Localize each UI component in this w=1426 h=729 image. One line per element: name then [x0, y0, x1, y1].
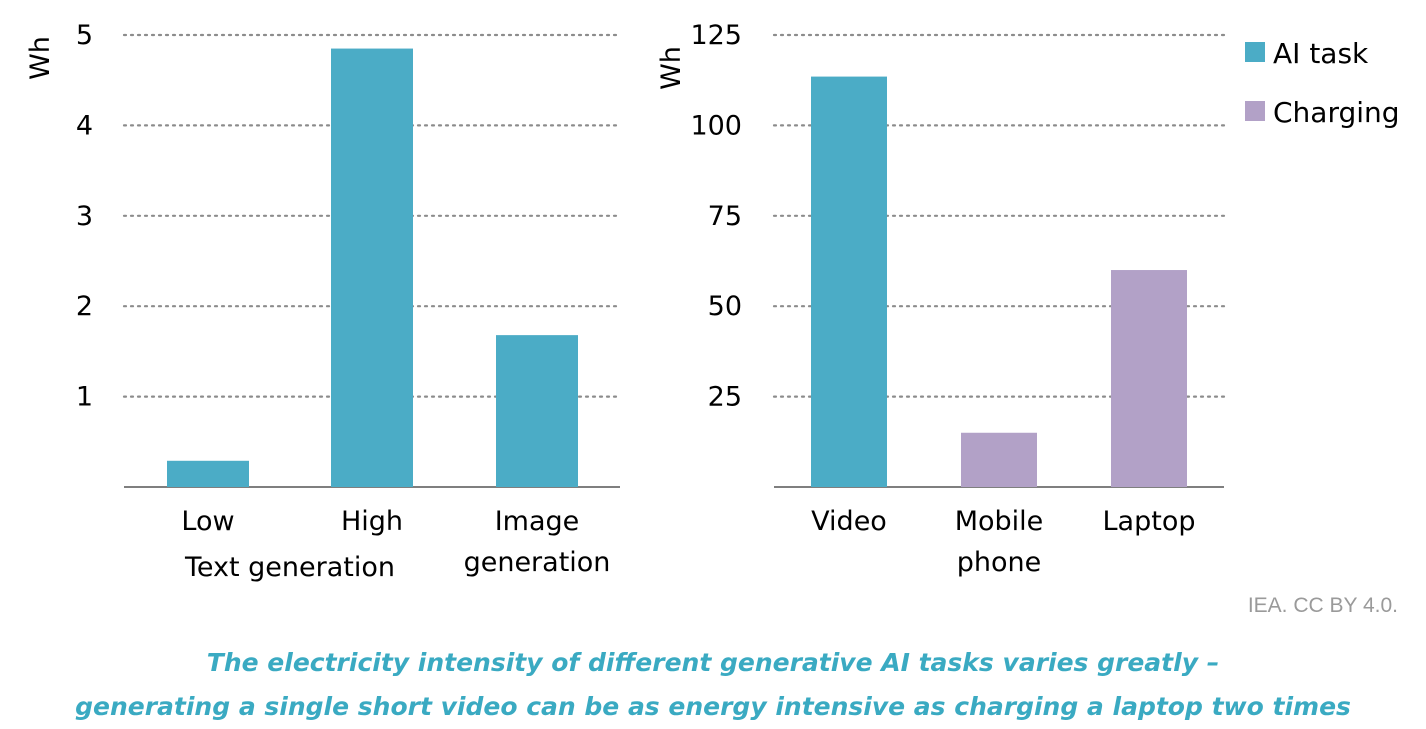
y-tick-label: 25	[708, 382, 742, 413]
legend-label: Charging	[1273, 96, 1400, 129]
y-tick-label: 4	[76, 110, 93, 141]
caption-line-1: The electricity intensity of different g…	[206, 648, 1220, 677]
y-tick-label: 100	[690, 110, 742, 141]
legend-swatch	[1245, 42, 1265, 62]
x-tick-label: phone	[957, 547, 1042, 578]
x-tick-label: Low	[181, 506, 234, 537]
energy-chart: 1 2 3 4 5 Wh Low High Image generation Text genera…	[25, 20, 1400, 583]
chart-caption: The electricity intensity of different g…	[0, 641, 1426, 729]
bar-image-generation	[496, 335, 578, 487]
y-tick-label: 75	[708, 201, 742, 232]
x-tick-label: generation	[464, 547, 611, 578]
y-axis-label: Wh	[656, 46, 687, 90]
bar-video	[811, 76, 887, 488]
y-tick-label: 125	[690, 20, 742, 51]
caption-line-2: generating a single short video can be a…	[75, 692, 1351, 721]
x-tick-label: High	[341, 506, 403, 537]
x-tick-label: Video	[811, 506, 887, 537]
bar-mobile-phone	[961, 432, 1037, 487]
y-axis-label: Wh	[25, 36, 56, 80]
y-tick-label: 50	[708, 291, 742, 322]
y-tick-label: 1	[76, 382, 93, 413]
y-tick-label: 2	[76, 291, 93, 322]
charts-container: 1 2 3 4 5 Wh Low High Image generation Text genera…	[25, 20, 1400, 583]
bar-high	[331, 48, 413, 488]
x-tick-label: Image	[495, 506, 580, 537]
group-label: Text generation	[184, 552, 395, 583]
bar-low	[167, 460, 249, 487]
y-tick-label: 5	[76, 20, 93, 51]
legend-swatch	[1245, 101, 1265, 121]
y-tick-label: 3	[76, 201, 93, 232]
x-tick-label: Laptop	[1103, 506, 1196, 537]
x-tick-label: Mobile	[955, 506, 1044, 537]
bar-laptop	[1111, 270, 1187, 487]
legend-label: AI task	[1273, 37, 1369, 70]
source-credit: IEA. CC BY 4.0.	[1247, 594, 1398, 617]
